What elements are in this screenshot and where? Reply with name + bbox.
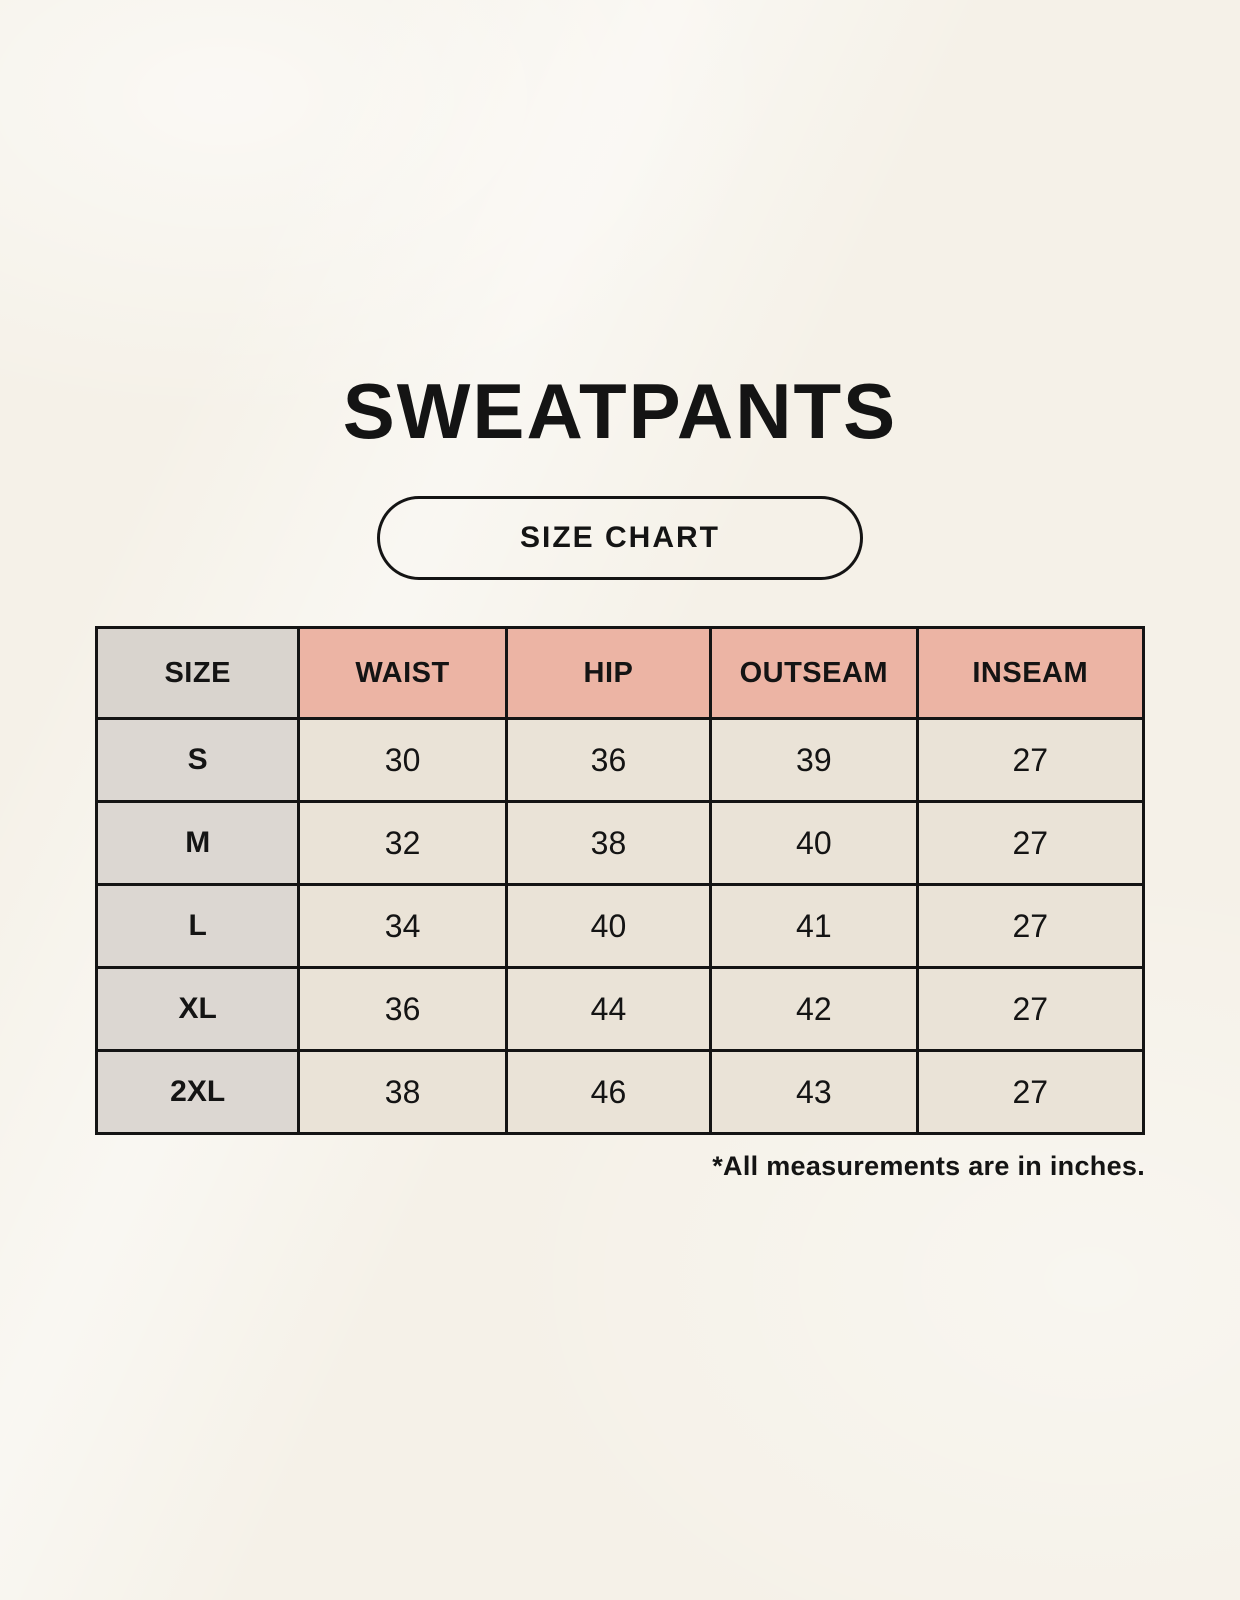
cell-waist: 32 (297, 800, 508, 886)
cell-inseam: 27 (915, 1049, 1146, 1135)
table-row-l: L 34 40 41 27 (94, 883, 1146, 969)
cell-inseam: 27 (915, 966, 1146, 1052)
row-label-size: M (94, 800, 301, 886)
cell-outseam: 43 (709, 1049, 919, 1135)
cell-waist: 36 (297, 966, 508, 1052)
cell-hip: 40 (504, 883, 713, 969)
size-chart-table: SIZE WAIST HIP OUTSEAM INSEAM S 30 36 39… (94, 626, 1146, 1135)
cell-outseam: 42 (709, 966, 919, 1052)
cell-hip: 36 (504, 717, 713, 803)
table-row-xl: XL 36 44 42 27 (94, 966, 1146, 1052)
cell-outseam: 39 (709, 717, 919, 803)
column-header-hip: HIP (504, 626, 713, 720)
size-chart-badge[interactable]: SIZE CHART (377, 496, 863, 580)
table-row-m: M 32 38 40 27 (94, 800, 1146, 886)
measurements-footnote: *All measurements are in inches. (712, 1151, 1145, 1181)
row-label-size: S (94, 717, 301, 803)
cell-hip: 38 (504, 800, 713, 886)
cell-inseam: 27 (915, 800, 1146, 886)
column-header-waist: WAIST (297, 626, 508, 720)
cell-outseam: 40 (709, 800, 919, 886)
row-label-size: XL (94, 966, 301, 1052)
size-chart-badge-label: SIZE CHART (520, 521, 720, 554)
table-header-row: SIZE WAIST HIP OUTSEAM INSEAM (94, 626, 1146, 720)
column-header-size: SIZE (94, 626, 301, 720)
cell-waist: 34 (297, 883, 508, 969)
cell-hip: 44 (504, 966, 713, 1052)
cell-hip: 46 (504, 1049, 713, 1135)
table-row-s: S 30 36 39 27 (94, 717, 1146, 803)
cell-inseam: 27 (915, 717, 1146, 803)
cell-waist: 30 (297, 717, 508, 803)
page-title: SWEATPANTS (342, 367, 898, 455)
cell-waist: 38 (297, 1049, 508, 1135)
row-label-size: L (94, 883, 301, 969)
cell-outseam: 41 (709, 883, 919, 969)
row-label-size: 2XL (94, 1049, 301, 1135)
column-header-inseam: INSEAM (915, 626, 1146, 720)
cell-inseam: 27 (915, 883, 1146, 969)
table-row-2xl: 2XL 38 46 43 27 (94, 1049, 1146, 1135)
column-header-outseam: OUTSEAM (709, 626, 919, 720)
